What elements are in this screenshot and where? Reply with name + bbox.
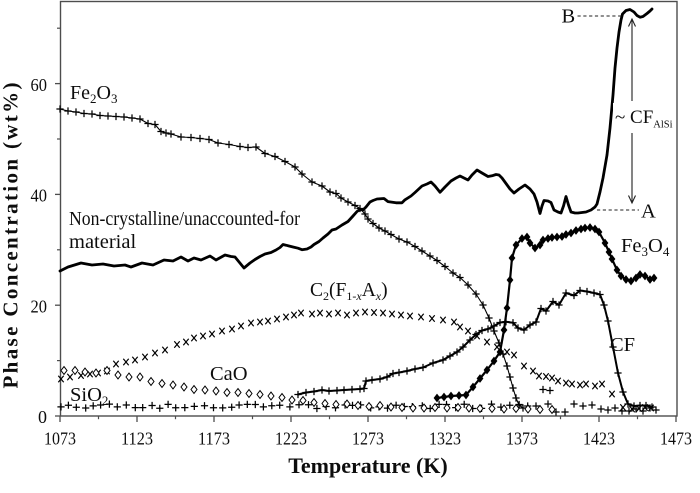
svg-text:1273: 1273 [352, 429, 384, 449]
svg-text:40: 40 [31, 186, 48, 206]
svg-text:1223: 1223 [275, 429, 307, 449]
svg-text:60: 60 [31, 75, 48, 95]
svg-text:1073: 1073 [44, 429, 76, 449]
svg-text:CaO: CaO [210, 363, 248, 385]
svg-text:B: B [562, 6, 576, 28]
svg-text:1473: 1473 [660, 429, 692, 449]
svg-text:1373: 1373 [506, 429, 538, 449]
svg-text:C2​(F1-x​Ax​): C2​(F1-x​Ax​) [310, 280, 388, 303]
svg-text:0: 0 [38, 407, 47, 427]
svg-text:CF: CF [610, 334, 635, 356]
svg-text:material: material [69, 231, 136, 253]
svg-text:Temperature (K): Temperature (K) [288, 453, 447, 478]
svg-text:SiO2: SiO2 [70, 384, 108, 408]
svg-text:20: 20 [31, 296, 48, 316]
svg-text:1323: 1323 [429, 429, 461, 449]
svg-text:1173: 1173 [198, 429, 230, 449]
svg-text:1123: 1123 [121, 429, 153, 449]
svg-text:Phase Concentration (wt%): Phase Concentration (wt%) [0, 83, 23, 389]
svg-text:1423: 1423 [583, 429, 615, 449]
svg-text:Non-crystalline/unaccounted-fo: Non-crystalline/unaccounted-for [69, 208, 300, 230]
svg-text:A: A [641, 201, 656, 223]
